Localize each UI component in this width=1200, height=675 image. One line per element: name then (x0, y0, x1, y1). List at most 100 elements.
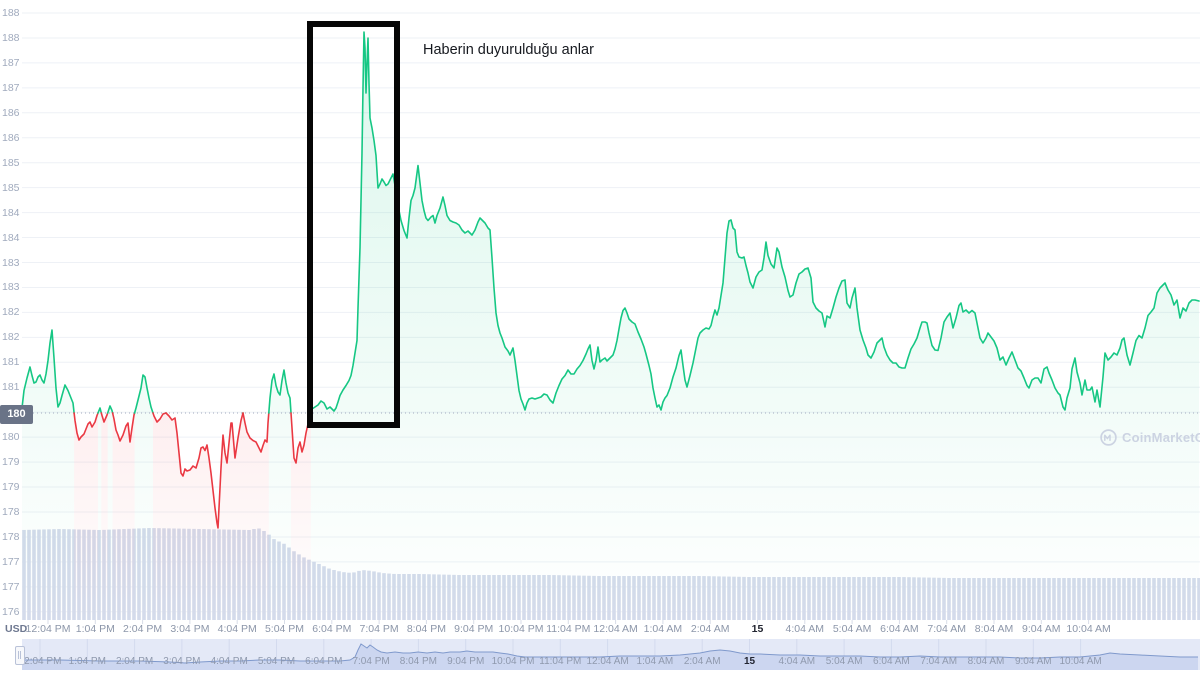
y-axis-label: 186 (2, 106, 20, 119)
coinmarketcap-watermark: CoinMarketCap (1100, 429, 1200, 446)
x-axis-label: 3:04 PM (170, 623, 210, 635)
current-price-badge: 180 (0, 405, 33, 424)
price-area-fill (153, 413, 166, 620)
x-axis-label: 5:04 AM (832, 623, 872, 635)
x-axis-label: 9:04 AM (1022, 623, 1061, 635)
price-area-fills (22, 32, 1199, 620)
navigator-axis-label: 11:04 PM (539, 656, 582, 667)
price-area-fill (166, 413, 243, 620)
price-line-segment (242, 412, 270, 453)
navigator-axis-label: 2:04 AM (683, 656, 721, 667)
navigator-axis-label: 12:04 PM (18, 656, 62, 667)
navigator-axis-label: 4:04 PM (210, 656, 248, 667)
x-axis-label: 8:04 PM (406, 623, 446, 635)
x-axis-label: 1:04 PM (75, 623, 115, 635)
navigator-axis-label: 8:04 AM (967, 656, 1005, 667)
y-axis-label: 181 (2, 356, 20, 369)
y-axis-label: 187 (2, 56, 20, 69)
y-axis-label: 181 (2, 381, 20, 394)
x-axis-label: 12:04 AM (593, 623, 638, 635)
x-axis-label: 6:04 PM (312, 623, 352, 635)
y-axis-label: 179 (2, 481, 20, 494)
y-axis-label: 182 (2, 331, 20, 344)
price-line-segment (310, 31, 1200, 414)
x-axis-label: 8:04 AM (974, 623, 1014, 635)
price-area-fill (107, 406, 113, 620)
y-axis-label: 185 (2, 156, 20, 169)
price-line-segment (268, 369, 292, 414)
price-line-segment (73, 412, 99, 441)
navigator-axis-label: 10:04 AM (1059, 656, 1102, 667)
navigator-left-handle[interactable] (15, 646, 25, 665)
navigator-axis-label: 1:04 PM (68, 656, 106, 667)
navigator-axis-label: 7:04 PM (352, 656, 390, 667)
x-axis-label: 11:04 PM (546, 623, 591, 635)
navigator-axis-label: 2:04 PM (115, 656, 154, 667)
news-annotation-text: Haberin duyurulduğu anlar (423, 42, 594, 58)
price-line-segment (152, 412, 167, 423)
navigator-axis-label: 12:04 AM (586, 656, 629, 667)
navigator-axis-label: 3:04 PM (163, 656, 201, 667)
x-axis-ticks (47, 620, 1090, 624)
x-axis-label: 10:04 AM (1066, 623, 1111, 635)
price-area-fill (291, 413, 311, 620)
x-axis-label: 4:04 PM (217, 623, 257, 635)
navigator-axis-label: 6:04 AM (873, 656, 910, 667)
navigator-axis-label: 5:04 AM (825, 656, 863, 667)
x-axis-label: 2:04 AM (690, 623, 730, 635)
y-axis-label: 177 (2, 555, 20, 568)
x-axis-label: 12:04 PM (25, 623, 71, 635)
navigator-axis-label: 10:04 PM (491, 656, 535, 667)
price-line-segment (111, 412, 136, 443)
navigator-axis-label: 8:04 PM (399, 656, 438, 667)
y-axis-label: 185 (2, 181, 20, 194)
x-axis-label: 6:04 AM (880, 623, 919, 635)
y-axis-label: 179 (2, 456, 20, 469)
price-line-segment (100, 412, 109, 423)
navigator-axis-label: 5:04 PM (257, 656, 296, 667)
navigator-axis-label: 4:04 AM (778, 656, 816, 667)
price-area-fill (268, 370, 291, 620)
x-axis-label: 1:04 AM (643, 623, 683, 635)
news-highlight-rectangle (307, 21, 400, 428)
x-axis-label: 9:04 PM (454, 623, 494, 635)
navigator-axis-label: 6:04 PM (305, 656, 343, 667)
y-axis-label: 186 (2, 131, 20, 144)
navigator-axis-label: 15 (743, 656, 756, 667)
price-area-fill (134, 375, 153, 620)
y-axis-label: 182 (2, 306, 20, 319)
x-axis-label: 5:04 PM (264, 623, 305, 635)
y-axis-label: 180 (2, 431, 20, 444)
navigator-mini-chart[interactable] (22, 639, 1200, 670)
price-line-segment (165, 412, 244, 529)
y-axis-label: 184 (2, 231, 20, 244)
price-line-segment (21, 329, 75, 414)
price-area-fill (243, 413, 269, 620)
y-axis-label: 187 (2, 81, 20, 94)
y-axis-label: 178 (2, 530, 20, 543)
price-area-fill (112, 413, 135, 620)
price-area-fill (101, 413, 108, 620)
x-axis-label: 10:04 PM (498, 623, 544, 635)
y-axis-label: 178 (2, 506, 20, 518)
navigator-axis-label: 1:04 AM (636, 656, 674, 667)
y-axis-label: 183 (2, 256, 20, 269)
price-area-fill (310, 32, 1199, 620)
navigator-axis-label: 9:04 PM (447, 656, 485, 667)
price-line-segment (97, 407, 103, 414)
navigator-axis-label: 7:04 AM (920, 656, 958, 667)
y-axis-label: 177 (2, 580, 20, 593)
y-axis-label: 183 (2, 281, 20, 294)
currency-axis-label: USD (5, 623, 28, 635)
x-axis-label: 15 (751, 623, 764, 635)
price-line-segment (106, 405, 114, 414)
x-axis-label: 7:04 AM (927, 623, 966, 635)
coinmarketcap-logo-icon (1100, 429, 1117, 446)
navigator-axis-label: 9:04 AM (1014, 656, 1052, 667)
y-axis-label: 184 (2, 206, 20, 219)
x-axis-label: 7:04 PM (359, 623, 399, 635)
price-area-fill (98, 408, 102, 620)
y-axis-label: 176 (2, 605, 20, 618)
